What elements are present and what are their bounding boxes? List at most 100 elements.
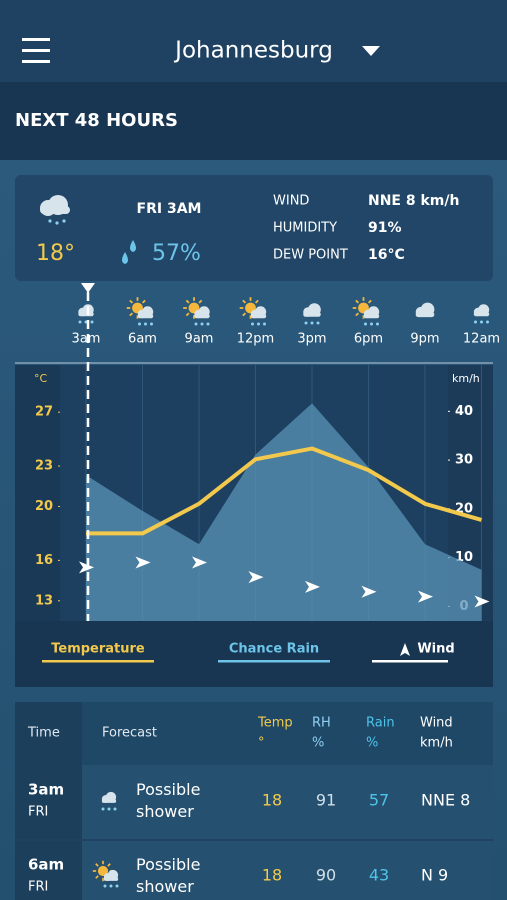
rain-drop — [257, 322, 260, 326]
sun-ray — [367, 299, 372, 304]
rain-drop — [200, 322, 204, 326]
table-header — [15, 702, 493, 765]
cloud-part — [137, 314, 154, 319]
current-rain: 57% — [152, 241, 201, 266]
cloud-part — [78, 312, 94, 317]
cloud-part — [473, 312, 490, 317]
wind-arrow — [135, 556, 151, 569]
row-temp: 18 — [262, 866, 282, 885]
rain-drop — [138, 322, 141, 326]
legend-underline — [372, 660, 448, 663]
x-tick-label: 9am — [185, 332, 214, 347]
sun-ray — [95, 875, 99, 879]
header-unit: km/h — [420, 736, 453, 751]
cloud-part — [101, 799, 117, 803]
row-time: 3am — [28, 781, 64, 799]
current-temp: 18° — [36, 241, 75, 266]
sun-ray — [355, 299, 360, 304]
cloud-part — [194, 314, 210, 319]
wind-arrow — [418, 590, 433, 603]
section-title: NEXT 48 HOURS — [15, 110, 178, 131]
sun-ray — [129, 312, 134, 317]
sun-ray — [185, 312, 190, 317]
rain-drop — [107, 807, 111, 811]
row-time: 6am — [28, 856, 64, 874]
row-rain: 43 — [369, 866, 389, 885]
y-tick-label: 16 — [35, 553, 53, 568]
sun — [97, 865, 109, 877]
time-icon — [415, 302, 435, 318]
y2-tick-label: 40 — [455, 404, 473, 419]
rain-drop — [109, 884, 113, 888]
legend-underline — [42, 660, 154, 663]
menu-button[interactable] — [22, 38, 50, 63]
time-icon — [239, 297, 267, 326]
x-tick-label: 3am — [72, 332, 101, 347]
legend-label: Temperature — [51, 642, 145, 657]
sun-ray — [198, 299, 203, 304]
rain-drop — [316, 321, 320, 325]
detail-label: WIND — [273, 194, 309, 209]
wind-arrow — [305, 580, 320, 593]
row-rh: 90 — [316, 866, 336, 885]
sun-ray — [95, 863, 99, 867]
y-tick-label: 20 — [35, 499, 53, 514]
city-selector[interactable]: Johannesburg — [173, 38, 380, 64]
time-icon — [303, 303, 321, 325]
detail-label: DEW POINT — [273, 248, 348, 263]
time-column — [15, 702, 82, 900]
current-time: FRI 3AM — [137, 201, 202, 217]
rain-drop — [78, 320, 82, 324]
row-icon — [92, 860, 119, 888]
sun-ray — [242, 312, 247, 317]
time-icon — [126, 297, 154, 326]
row-rain: 57 — [369, 791, 389, 810]
legend-label: Wind — [417, 642, 454, 657]
time-icon — [183, 297, 210, 326]
y2-tick-label: 30 — [455, 453, 473, 468]
row-forecast: Possible shower — [136, 780, 200, 821]
x-tick-label: 6pm — [354, 332, 383, 347]
left-axis-panel — [15, 365, 60, 621]
rain-drop — [206, 322, 210, 326]
current-card — [15, 175, 493, 281]
rain-drop — [251, 322, 254, 326]
header-label: Time — [27, 726, 60, 741]
x-tick-label: 3pm — [297, 332, 326, 347]
header-unit: % — [312, 736, 324, 751]
rain-drop — [486, 320, 489, 324]
rain-drop — [364, 322, 367, 326]
forecast-line: Possible — [136, 855, 200, 874]
rain-drop — [101, 807, 105, 811]
row-day: FRI — [28, 805, 48, 820]
wind-arrow — [79, 561, 94, 574]
sun-ray — [141, 299, 146, 304]
rain-drop — [376, 322, 379, 326]
section-bar — [0, 82, 507, 160]
row-wind: N 9 — [421, 866, 448, 885]
cloud-part — [250, 314, 267, 319]
rain-drop — [90, 320, 94, 324]
row-day: FRI — [28, 880, 48, 895]
wind-arrow — [248, 571, 264, 584]
sun-ray — [185, 299, 190, 304]
detail-value: 16°C — [368, 247, 405, 263]
sun-ray — [254, 299, 259, 304]
y-tick-label: 23 — [35, 459, 53, 474]
sun-ray — [129, 299, 134, 304]
forecast-line: shower — [136, 802, 194, 821]
time-icon — [352, 297, 380, 326]
y-axis-label: °C — [34, 372, 48, 385]
temperature-line — [86, 446, 483, 536]
header-unit: % — [366, 736, 378, 751]
city-name: Johannesburg — [173, 38, 333, 64]
rain-drop — [144, 322, 147, 326]
rain-drop — [263, 322, 266, 326]
header-unit: ° — [258, 736, 265, 751]
header-label: RH — [312, 716, 331, 731]
cloud-part — [415, 312, 435, 318]
top-bar — [0, 0, 507, 82]
legend-bar — [15, 621, 493, 687]
x-tick-label: 12pm — [237, 332, 274, 347]
